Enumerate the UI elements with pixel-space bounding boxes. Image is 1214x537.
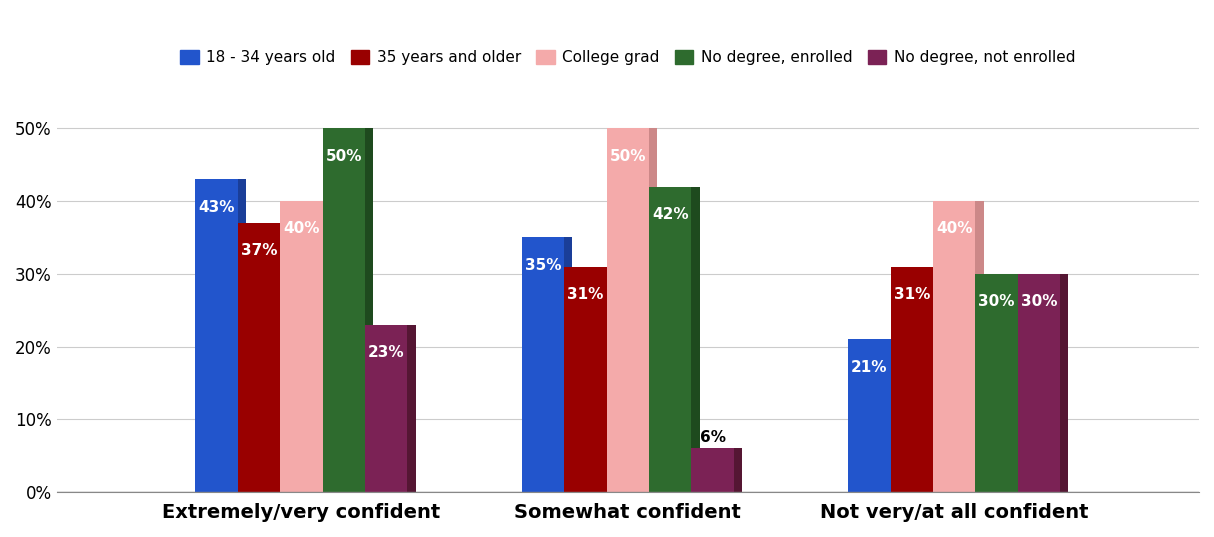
Bar [408, 325, 415, 492]
Bar [891, 339, 898, 492]
Bar [975, 201, 983, 492]
Text: 43%: 43% [198, 200, 234, 215]
Bar [1060, 274, 1068, 492]
Bar [934, 266, 941, 492]
Text: 21%: 21% [851, 360, 887, 375]
Text: 30%: 30% [1021, 294, 1057, 309]
Bar [692, 448, 734, 492]
Bar [734, 448, 742, 492]
Bar [280, 223, 289, 492]
Bar [565, 266, 607, 492]
Bar [238, 179, 246, 492]
Bar [607, 266, 614, 492]
Bar [692, 186, 699, 492]
Bar [649, 128, 657, 492]
Bar [195, 179, 238, 492]
Bar [522, 237, 565, 492]
Bar [607, 128, 649, 492]
Bar [323, 201, 330, 492]
Bar [280, 201, 323, 492]
Text: 30%: 30% [978, 294, 1015, 309]
Bar [365, 128, 373, 492]
Bar [934, 201, 975, 492]
Text: 50%: 50% [609, 149, 646, 164]
Text: 31%: 31% [567, 287, 603, 302]
Text: 42%: 42% [652, 207, 688, 222]
Bar [365, 325, 408, 492]
Bar [565, 237, 572, 492]
Bar [649, 186, 692, 492]
Bar [238, 223, 280, 492]
Text: 6%: 6% [699, 430, 726, 445]
Bar [849, 339, 891, 492]
Text: 40%: 40% [936, 221, 972, 236]
Bar [323, 128, 365, 492]
Bar [1017, 274, 1026, 492]
Text: 40%: 40% [283, 221, 319, 236]
Bar [975, 274, 1017, 492]
Text: 35%: 35% [524, 258, 561, 273]
Text: 23%: 23% [368, 345, 404, 360]
Bar [891, 266, 934, 492]
Legend: 18 - 34 years old, 35 years and older, College grad, No degree, enrolled, No deg: 18 - 34 years old, 35 years and older, C… [174, 44, 1082, 71]
Text: 50%: 50% [325, 149, 362, 164]
Text: 31%: 31% [894, 287, 930, 302]
Bar [1017, 274, 1060, 492]
Text: 37%: 37% [240, 243, 277, 258]
